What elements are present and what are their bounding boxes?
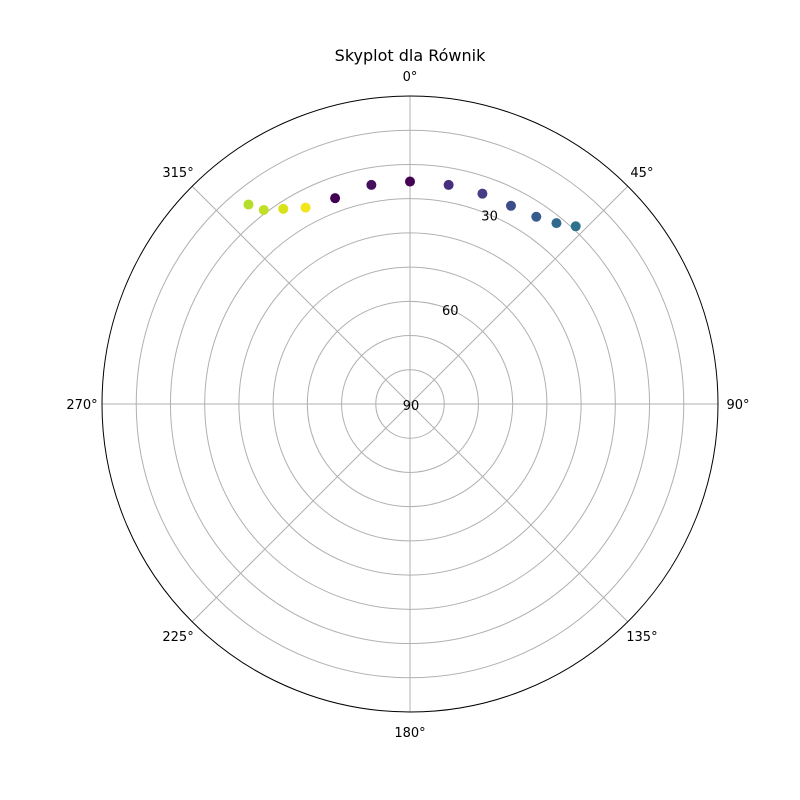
satellite-point	[278, 203, 289, 214]
theta-tick-labels: 0° 45° 90° 135° 180° 225° 270° 315°	[66, 70, 749, 741]
theta-tick-label: 180°	[394, 726, 425, 741]
satellite-point	[443, 179, 454, 190]
satellite-point	[570, 221, 581, 232]
theta-tick-label: 90°	[726, 398, 749, 413]
satellite-point	[330, 193, 341, 204]
satellite-point	[300, 202, 311, 213]
theta-tick-label: 135°	[626, 630, 657, 645]
radial-tick-labels: 30 60 90	[403, 209, 498, 414]
grid-spoke-225	[191, 403, 411, 623]
grid-spoke-135	[409, 403, 629, 623]
radial-tick-label: 60	[442, 304, 459, 319]
satellite-point	[258, 204, 269, 215]
satellite-point	[477, 188, 488, 199]
theta-tick-label: 270°	[66, 398, 97, 413]
satellite-point	[405, 176, 415, 187]
radial-tick-label: 90	[403, 399, 420, 414]
theta-tick-label: 0°	[403, 70, 418, 85]
chart-title: Skyplot dla Równik	[335, 46, 486, 65]
theta-tick-label: 315°	[162, 166, 193, 181]
satellite-point	[531, 211, 542, 222]
satellite-point	[243, 199, 254, 210]
satellite-point	[551, 218, 562, 229]
grid-spoke-315	[191, 185, 411, 405]
satellite-point	[366, 179, 377, 190]
theta-tick-label: 225°	[162, 630, 193, 645]
satellite-points	[243, 176, 581, 232]
grid-spoke-45	[409, 185, 629, 405]
satellite-point	[505, 200, 516, 211]
polar-grid	[102, 96, 718, 712]
radial-tick-label: 30	[481, 209, 498, 224]
polar-frame	[101, 95, 719, 713]
theta-tick-label: 45°	[630, 166, 653, 181]
